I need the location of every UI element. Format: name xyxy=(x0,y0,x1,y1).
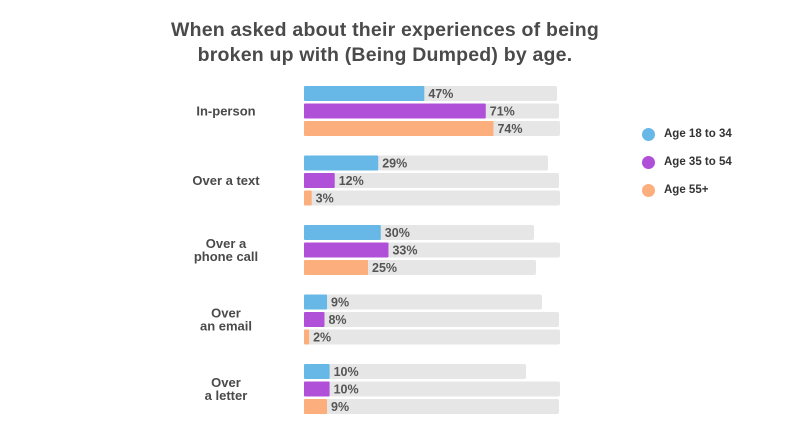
bar xyxy=(304,121,494,136)
legend-label: Age 18 to 34 xyxy=(664,128,732,140)
legend: Age 18 to 34 Age 35 to 54 Age 55+ xyxy=(642,120,732,204)
legend-swatch xyxy=(642,127,655,141)
category-label: phone call xyxy=(194,249,258,264)
category-label: In-person xyxy=(196,104,255,119)
bar xyxy=(304,155,379,171)
bar xyxy=(304,381,330,397)
data-label: 10% xyxy=(334,383,359,397)
data-label: 71% xyxy=(490,105,515,119)
category-label: Over a text xyxy=(192,173,260,188)
bar-track xyxy=(304,312,559,327)
legend-item: Age 18 to 34 xyxy=(642,120,732,148)
category-label: Over a xyxy=(206,236,247,251)
legend-swatch xyxy=(642,183,655,197)
legend-label: Age 35 to 54 xyxy=(664,156,732,168)
bar-track xyxy=(304,381,560,397)
category-group: Over a text 29% 12% 3% xyxy=(192,155,560,206)
data-label: 3% xyxy=(316,192,334,206)
data-label: 47% xyxy=(428,87,453,101)
data-label: 8% xyxy=(328,313,346,327)
data-label: 10% xyxy=(334,365,359,379)
data-label: 33% xyxy=(392,244,417,258)
category-group: In-person 47% 71% 74% xyxy=(196,86,560,136)
bar-track xyxy=(304,399,559,414)
bar xyxy=(304,260,368,275)
bar-track xyxy=(304,190,560,206)
legend-item: Age 55+ xyxy=(642,176,732,204)
data-label: 2% xyxy=(313,331,331,345)
chart-title-line-1: When asked about their experiences of be… xyxy=(171,19,599,41)
data-label: 9% xyxy=(331,296,349,310)
bar xyxy=(304,329,310,345)
bar xyxy=(304,173,335,188)
bar xyxy=(304,294,328,310)
chart-title: When asked about their experiences of be… xyxy=(150,18,620,68)
category-label: an email xyxy=(200,319,252,334)
bar xyxy=(304,364,330,379)
category-label: Over xyxy=(211,375,241,390)
data-label: 29% xyxy=(382,157,407,171)
legend-item: Age 35 to 54 xyxy=(642,148,732,176)
bar xyxy=(304,190,312,206)
category-label: a letter xyxy=(205,388,248,403)
bar-track xyxy=(304,294,542,310)
bar xyxy=(304,242,389,258)
data-label: 74% xyxy=(497,122,522,136)
bar xyxy=(304,103,486,119)
data-label: 30% xyxy=(385,226,410,240)
bar-track xyxy=(304,364,526,379)
bar-track xyxy=(304,173,559,188)
bar xyxy=(304,312,325,327)
data-label: 12% xyxy=(339,174,364,188)
bar xyxy=(304,86,425,101)
data-label: 9% xyxy=(331,400,349,414)
bar xyxy=(304,225,381,240)
legend-label: Age 55+ xyxy=(664,184,709,196)
category-label: Over xyxy=(211,306,241,321)
chart-title-line-2: broken up with (Being Dumped) by age. xyxy=(197,44,573,66)
legend-swatch xyxy=(642,155,655,169)
data-label: 25% xyxy=(372,261,397,275)
bar xyxy=(304,399,328,414)
bar-track xyxy=(304,329,560,345)
